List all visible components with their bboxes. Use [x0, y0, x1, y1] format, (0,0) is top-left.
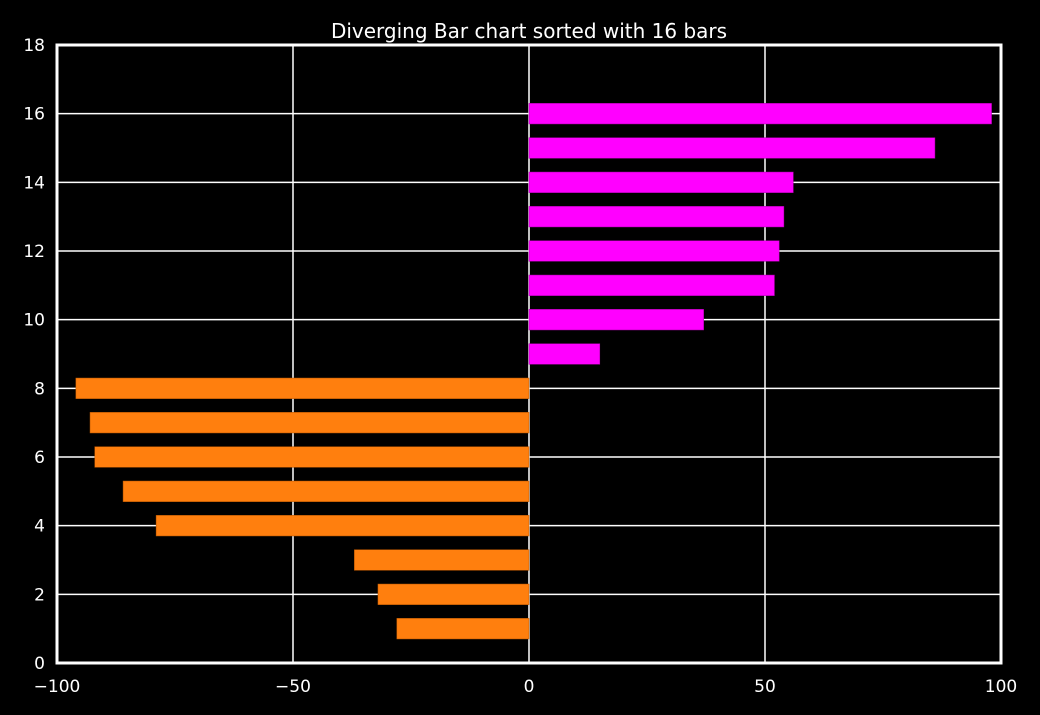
- bar: [89, 412, 530, 434]
- bar: [528, 309, 704, 331]
- y-tick-label: 2: [34, 585, 45, 605]
- bar: [377, 583, 530, 605]
- bar: [155, 515, 530, 537]
- bar: [528, 240, 780, 262]
- bar: [396, 618, 530, 640]
- x-axis: −100 −50 0 50 100: [34, 677, 1018, 697]
- x-tick-label: 0: [524, 677, 535, 697]
- x-tick-label: 100: [985, 677, 1017, 697]
- bar: [75, 377, 530, 399]
- bar: [528, 206, 785, 228]
- bar: [528, 171, 794, 193]
- bar: [528, 274, 775, 296]
- y-tick-label: 12: [23, 242, 45, 262]
- x-tick-label: 50: [754, 677, 776, 697]
- y-tick-label: 8: [34, 379, 45, 399]
- y-axis: 0 2 4 6 8 10 12 14 16 18: [23, 36, 45, 674]
- y-tick-label: 4: [34, 517, 45, 537]
- y-tick-label: 6: [34, 448, 45, 468]
- y-tick-label: 10: [23, 311, 45, 331]
- bar: [354, 549, 530, 571]
- bar: [528, 343, 601, 365]
- y-tick-label: 0: [34, 654, 45, 674]
- bar: [94, 446, 530, 468]
- y-tick-label: 16: [23, 105, 45, 125]
- chart-title: Diverging Bar chart sorted with 16 bars: [331, 19, 727, 43]
- y-tick-label: 14: [23, 173, 45, 193]
- bar-series: [75, 103, 992, 640]
- bar: [528, 103, 992, 125]
- y-tick-label: 18: [23, 36, 45, 56]
- x-tick-label: −100: [34, 677, 81, 697]
- x-tick-label: −50: [275, 677, 311, 697]
- plot-frame: [55, 43, 1003, 665]
- bar: [122, 480, 530, 502]
- bar: [528, 137, 936, 159]
